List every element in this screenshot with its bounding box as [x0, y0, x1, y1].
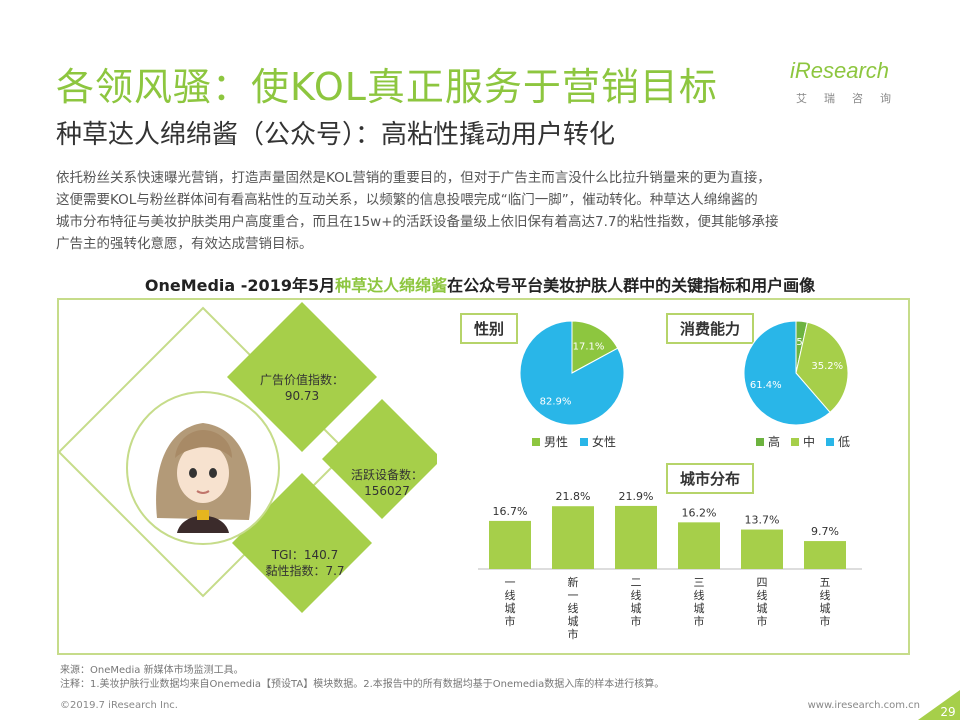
- bar: [552, 506, 594, 569]
- bar-category-label: 线: [631, 588, 642, 602]
- pie-slice-label: 61.4%: [750, 380, 782, 391]
- page-subtitle: 种草达人绵绵酱（公众号）：高粘性撬动用户转化: [56, 120, 616, 150]
- bar-category-label: 四: [757, 576, 768, 589]
- gender-pie-chart: 17.1% 82.9% 男性 女性: [519, 320, 625, 449]
- metric-tgi: TGI：140.7: [271, 548, 339, 562]
- legend-swatch: [532, 438, 540, 446]
- bar-category-label: 线: [757, 588, 768, 602]
- description-line: 依托粉丝关系快速曝光营销，打造声量固然是KOL营销的重要目的，但对于广告主而言没…: [56, 170, 771, 186]
- metrics-diamond-graphic: 广告价值指数： 90.73 活跃设备数： 156027 TGI：140.7 黏性…: [57, 302, 437, 613]
- pie-slice-label: 17.1%: [573, 341, 605, 352]
- description-line: 广告主的强转化意愿，有效达成营销目标。: [56, 236, 313, 252]
- description: 依托粉丝关系快速曝光营销，打造声量固然是KOL营销的重要目的，但对于广告主而言没…: [56, 167, 916, 255]
- legend-swatch: [756, 438, 764, 446]
- metric-ad-value-label: 广告价值指数：: [260, 372, 344, 387]
- metric-active-value: 156027: [364, 484, 410, 498]
- bar-value-label: 13.7%: [745, 514, 780, 527]
- pie-slice: [743, 320, 831, 426]
- bar-category-label: 线: [694, 588, 705, 602]
- bar-category-label: 一: [505, 576, 516, 589]
- bar-category-label: 线: [820, 588, 831, 602]
- legend-label: 高: [768, 434, 780, 449]
- metric-ad-value: 90.73: [285, 389, 319, 403]
- metric-active-label: 活跃设备数：: [351, 467, 423, 482]
- pie-slice: [795, 321, 849, 414]
- main-frame: [57, 298, 910, 655]
- legend-label: 低: [838, 435, 850, 449]
- section-title-suffix: 在公众号平台美妆护肤人群中的关键指标和用户画像: [447, 276, 816, 295]
- bar-category-label: 城: [757, 602, 768, 615]
- bar-category-label: 五: [820, 576, 831, 589]
- city-chart-title: 城市分布: [666, 463, 755, 494]
- pie-slice: [571, 320, 619, 374]
- bar-category-label: 市: [757, 614, 768, 628]
- bar-category-label: 城: [694, 602, 705, 615]
- legend-swatch: [580, 438, 588, 446]
- bar-category-label: 城: [820, 602, 831, 615]
- bar: [804, 541, 846, 569]
- bar-category-label: 城: [568, 615, 579, 628]
- description-line: 城市分布特征与美妆护肤类用户高度重合，而且在15w+的活跃设备量级上依旧保有着高…: [56, 214, 779, 230]
- bar: [678, 522, 720, 569]
- metric-diamond-ad-value: [227, 302, 377, 452]
- description-line: 这便需要KOL与粉丝群体间有看高粘性的互动关系，以频繁的信息投喂完成“临门一脚”…: [56, 192, 758, 208]
- bar: [741, 529, 783, 569]
- pie-slice: [519, 320, 625, 426]
- copyright: ©2019.7 iResearch Inc.: [60, 700, 178, 711]
- source-note: 来源：OneMedia 新媒体市场监测工具。: [60, 665, 244, 676]
- bar-category-label: 市: [568, 627, 579, 641]
- bar-category-label: 市: [694, 614, 705, 628]
- consumption-chart-title: 消费能力: [666, 313, 755, 344]
- bar-category-label: 二: [631, 576, 642, 589]
- consumption-pie-chart: 3.5% 35.2% 61.4% 高 中 低: [743, 320, 850, 449]
- bar-category-label: 新: [568, 575, 579, 589]
- bar-category-label: 三: [694, 576, 705, 589]
- legend-label: 中: [803, 434, 815, 449]
- legend-swatch: [826, 438, 834, 446]
- gender-chart-title: 性别: [460, 313, 519, 344]
- website-url: www.iresearch.com.cn: [807, 700, 920, 711]
- pie-slice-label: 3.5%: [787, 337, 812, 348]
- bar-value-label: 21.9%: [619, 490, 654, 503]
- annotation-note: 注释：1.美妆护肤行业数据均来自Onemedia【预设TA】模块数据。2.本报告…: [60, 679, 665, 690]
- bar: [489, 520, 531, 569]
- metric-stickiness: 黏性指数：7.7: [265, 563, 344, 578]
- bar-category-label: 一: [568, 589, 579, 602]
- section-title-highlight: 种草达人绵绵酱: [335, 276, 448, 295]
- bar-category-label: 市: [505, 614, 516, 628]
- logo-subtext: 艾瑞咨询: [796, 92, 908, 105]
- bar-category-label: 市: [820, 614, 831, 628]
- bar-category-label: 城: [505, 602, 516, 615]
- section-title-prefix: OneMedia -2019年5月: [144, 276, 336, 295]
- bar-category-label: 线: [505, 588, 516, 602]
- page-number-badge: 29: [918, 690, 960, 720]
- avatar: [156, 423, 252, 533]
- legend-swatch: [791, 438, 799, 446]
- footer-notes: 来源：OneMedia 新媒体市场监测工具。 注释：1.美妆护肤行业数据均来自O…: [60, 664, 664, 692]
- bar-value-label: 21.8%: [556, 490, 591, 503]
- iresearch-logo: iResearch 艾瑞咨询: [790, 58, 920, 110]
- bar: [615, 505, 657, 569]
- bar-category-label: 线: [568, 601, 579, 615]
- city-bar-chart: 16.7%一线城市21.8%新一线城市21.9%二线城市16.2%三线城市13.…: [478, 490, 862, 641]
- page-title: 各领风骚：使KOL真正服务于营销目标: [56, 65, 718, 109]
- bar-value-label: 9.7%: [811, 525, 839, 538]
- bar-category-label: 市: [631, 614, 642, 628]
- pie-slice-label: 82.9%: [540, 397, 572, 408]
- legend-label: 男性: [544, 435, 568, 449]
- logo-text: iResearch: [790, 58, 890, 83]
- pie-slice-label: 35.2%: [811, 361, 843, 372]
- metric-diamond-active: [322, 399, 437, 519]
- bar-value-label: 16.2%: [682, 506, 717, 519]
- bar-category-label: 城: [631, 602, 642, 615]
- legend-label: 女性: [592, 434, 616, 449]
- page-number: 29: [940, 705, 955, 719]
- bar-value-label: 16.7%: [493, 505, 528, 518]
- section-title: OneMedia -2019年5月种草达人绵绵酱在公众号平台美妆护肤人群中的关键…: [0, 272, 960, 296]
